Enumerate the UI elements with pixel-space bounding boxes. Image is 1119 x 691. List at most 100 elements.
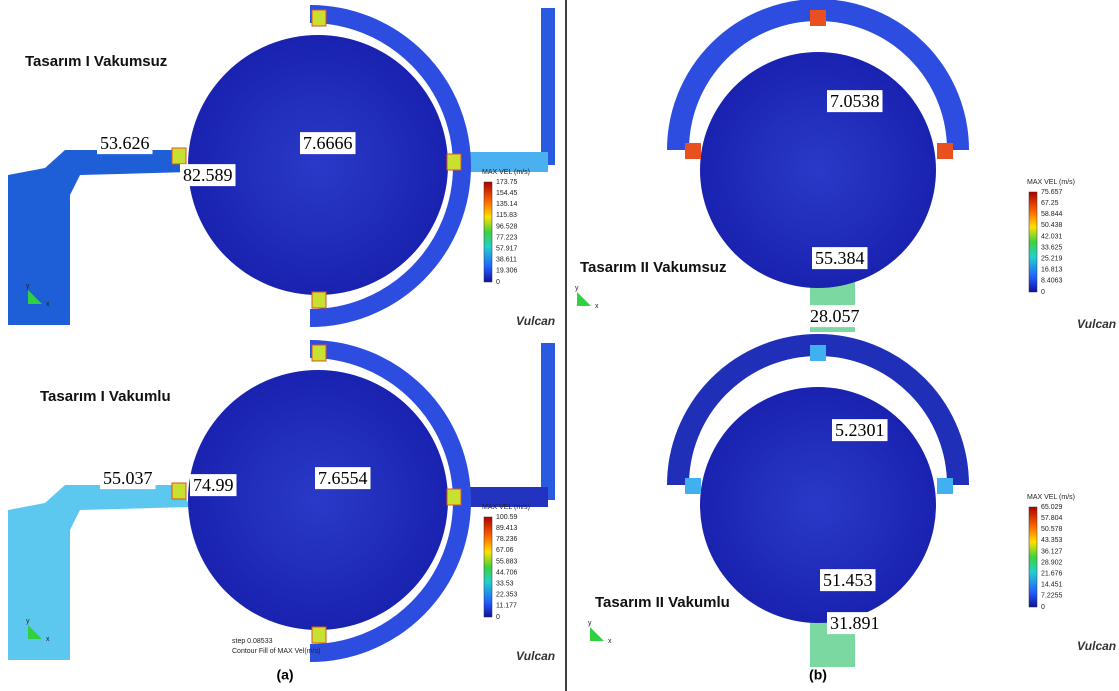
- legend-tick: 0: [496, 279, 500, 286]
- caption: (a): [276, 667, 293, 683]
- triad-label: y: [26, 283, 30, 290]
- legend-title: MAX VEL (m/s): [1027, 494, 1075, 501]
- gate: [312, 345, 326, 361]
- triad: [590, 627, 604, 641]
- colorbar: [484, 517, 492, 617]
- gate: [810, 10, 826, 26]
- legend-tick: 65.029: [1041, 504, 1063, 511]
- gate: [937, 478, 953, 494]
- logo: Vulcan: [516, 314, 555, 328]
- legend-tick: 77.223: [496, 234, 518, 241]
- legend-tick: 14.451: [1041, 582, 1063, 589]
- gate: [312, 292, 326, 308]
- legend-tick: 43.353: [1041, 537, 1063, 544]
- value-label: 51.453: [823, 570, 873, 590]
- legend-tick: 58.844: [1041, 211, 1063, 218]
- legend-tick: 22.353: [496, 592, 518, 599]
- legend-tick: 16.813: [1041, 267, 1063, 274]
- legend-tick: 8.4063: [1041, 278, 1063, 285]
- gate: [937, 143, 953, 159]
- panel: Tasarım II Vakumlu 5.2301 51.453 31.891 MAX …: [588, 345, 1116, 667]
- legend-title: MAX VEL (m/s): [482, 169, 530, 176]
- caption: (b): [809, 667, 827, 683]
- triad-label: x: [595, 303, 599, 310]
- colorbar: [1029, 507, 1037, 607]
- value-label: 28.057: [810, 306, 860, 326]
- legend-tick: 67.06: [496, 547, 514, 554]
- panel-title: Tasarım II Vakumlu: [595, 594, 730, 611]
- panel: Tasarım II Vakumsuz 7.0538 55.384 28.057 MAX…: [575, 10, 1116, 332]
- triad-label: y: [26, 618, 30, 625]
- legend-tick: 135.14: [496, 201, 518, 208]
- gate: [685, 478, 701, 494]
- gate: [172, 483, 186, 499]
- legend-tick: 173.75: [496, 179, 518, 186]
- legend-tick: 19.306: [496, 268, 518, 275]
- value-label: 55.037: [103, 468, 153, 488]
- logo: Vulcan: [1077, 639, 1116, 653]
- note: Contour Fill of MAX Vel(m/s): [232, 648, 320, 655]
- gate: [685, 143, 701, 159]
- triad-label: y: [575, 285, 579, 292]
- legend-tick: 33.625: [1041, 244, 1063, 251]
- figure: (a) (b) Tasarım I Vakumsuz 53.626 82.589 7.…: [0, 0, 1119, 691]
- value-label: 7.6554: [318, 468, 368, 488]
- triad-label: x: [46, 636, 50, 643]
- casting: [700, 387, 936, 623]
- triad-label: x: [608, 638, 612, 645]
- legend-tick: 96.528: [496, 223, 518, 230]
- legend-tick: 36.127: [1041, 548, 1063, 555]
- legend-tick: 38.611: [496, 257, 517, 264]
- legend-tick: 78.236: [496, 536, 518, 543]
- triad: [577, 292, 591, 306]
- casting: [188, 370, 448, 630]
- value-label: 55.384: [815, 248, 865, 268]
- panel-title: Tasarım I Vakumsuz: [25, 53, 167, 70]
- gate: [312, 627, 326, 643]
- colorbar: [484, 182, 492, 282]
- gate: [312, 10, 326, 26]
- value-label: 53.626: [100, 133, 150, 153]
- colorbar: [1029, 192, 1037, 292]
- legend-tick: 50.578: [1041, 526, 1063, 533]
- legend-tick: 28.902: [1041, 559, 1063, 566]
- legend-tick: 21.676: [1041, 571, 1063, 578]
- value-label: 7.6666: [303, 133, 353, 153]
- legend-tick: 115.83: [496, 212, 517, 219]
- triad-label: x: [46, 301, 50, 308]
- legend-tick: 67.25: [1041, 200, 1059, 207]
- value-label: 82.589: [183, 165, 233, 185]
- panel: Tasarım I Vakumlu 55.037 74.99 7.6554 MAX VE…: [8, 343, 555, 663]
- legend-title: MAX VEL (m/s): [482, 504, 530, 511]
- legend-tick: 89.413: [496, 525, 518, 532]
- legend-tick: 57.804: [1041, 515, 1063, 522]
- legend-tick: 50.438: [1041, 222, 1063, 229]
- value-label: 7.0538: [830, 91, 880, 111]
- legend-tick: 75.657: [1041, 189, 1063, 196]
- panel-title: Tasarım II Vakumsuz: [580, 259, 726, 276]
- value-label: 5.2301: [835, 420, 885, 440]
- legend-tick: 100.59: [496, 514, 518, 521]
- legend-tick: 154.45: [496, 190, 518, 197]
- logo: Vulcan: [516, 649, 555, 663]
- legend-title: MAX VEL (m/s): [1027, 179, 1075, 186]
- value-label: 31.891: [830, 613, 880, 633]
- panel-title: Tasarım I Vakumlu: [40, 388, 171, 405]
- legend-tick: 42.031: [1041, 233, 1063, 240]
- gate: [447, 489, 461, 505]
- legend-tick: 33.53: [496, 581, 514, 588]
- legend-tick: 7.2255: [1041, 593, 1063, 600]
- logo: Vulcan: [1077, 317, 1116, 331]
- legend-tick: 0: [1041, 289, 1045, 296]
- legend-tick: 11.177: [496, 603, 517, 610]
- legend-tick: 55.883: [496, 558, 518, 565]
- panel: Tasarım I Vakumsuz 53.626 82.589 7.6666 MAX …: [8, 8, 555, 328]
- gate: [810, 345, 826, 361]
- gate: [447, 154, 461, 170]
- legend-tick: 25.219: [1041, 256, 1063, 263]
- gate: [172, 148, 186, 164]
- value-label: 74.99: [193, 475, 234, 495]
- legend-tick: 0: [1041, 604, 1045, 611]
- legend-tick: 57.917: [496, 246, 518, 253]
- legend-tick: 0: [496, 614, 500, 621]
